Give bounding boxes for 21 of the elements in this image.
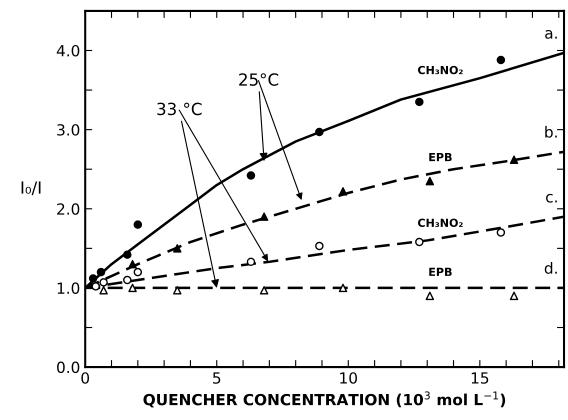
y-tick-label: 0.0	[57, 362, 80, 374]
x-tick-label: 15	[472, 372, 488, 384]
annotation: CH₃NO₂	[418, 218, 463, 227]
x-tick-label: 0	[81, 372, 90, 384]
y-axis-title: I₀/I	[22, 181, 40, 196]
annotation: 25°C	[239, 73, 278, 86]
annotation: EPB	[429, 153, 452, 162]
x-tick-label: 10	[340, 372, 357, 384]
annotation: c.	[546, 194, 557, 203]
annotation: a.	[545, 30, 557, 39]
y-tick-label: 2.0	[57, 203, 80, 215]
annotation: b.	[545, 126, 557, 138]
y-tick-label: 1.0	[58, 282, 80, 294]
x-axis-title: QUENCHER CONCENTRATION (10$^{3}$ mol L$^{−1}$)	[143, 391, 506, 408]
x-tick-label: 5	[213, 372, 220, 384]
y-tick-label: 3.0	[57, 124, 80, 136]
annotation: 33 °C	[157, 102, 202, 116]
annotation: CH₃NO₂	[418, 66, 463, 74]
y-tick-label: 4.0	[56, 44, 80, 57]
annotation: d.	[544, 262, 557, 274]
annotation: EPB	[429, 268, 452, 276]
